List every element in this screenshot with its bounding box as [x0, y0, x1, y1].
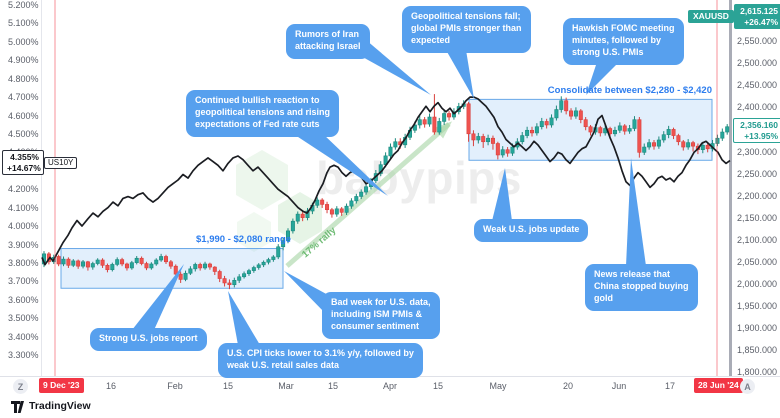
right-axis-tick: 2,200.000 [737, 190, 778, 201]
callout-tail-strong-jobs [132, 264, 184, 330]
candlestick-series [41, 94, 730, 290]
price-scale[interactable]: 2,550.000 2,500.000 2,450.000 2,400.000 2,30… [733, 0, 780, 378]
last-price-badge: 2,615.125 +26.47% [734, 4, 780, 30]
end-date-badge: 28 Jun '24 [694, 378, 743, 393]
left-axis-tick: 4.000% [8, 221, 39, 231]
left-axis-tick: 3.900% [8, 239, 39, 250]
left-axis-tick: 4.800% [8, 73, 39, 84]
callout-tail-hawkish-fomc [586, 62, 619, 95]
right-axis-tick: 1,800.000 [737, 367, 778, 378]
callout-tail-geopolitical-fall [446, 50, 474, 99]
trend-arrow-head [433, 121, 452, 139]
time-axis-tick: 15 [432, 381, 444, 391]
callout-news-china[interactable]: News release that China stopped buying g… [585, 264, 698, 311]
time-axis-tick: Jun [611, 381, 627, 391]
autoscale-button[interactable]: A [740, 379, 755, 394]
us10y-line-series [41, 96, 731, 266]
left-axis-tick: 4.700% [8, 92, 39, 103]
right-axis-tick: 2,450.000 [737, 80, 778, 91]
tradingview-logo[interactable]: TradingView [10, 399, 91, 413]
right-axis-tick: 2,550.000 [737, 36, 778, 47]
left-axis-tick: 5.200% [8, 0, 39, 10]
left-axis-tick: 4.600% [8, 110, 39, 121]
time-axis-tick: Mar [278, 381, 294, 391]
callout-tail-weak-jobs [492, 168, 512, 221]
left-axis-tick: 4.200% [8, 184, 39, 195]
time-axis-tick: Apr [382, 381, 398, 391]
trend-arrow-shaft[interactable] [285, 122, 451, 268]
last-price-change: +26.47% [744, 16, 778, 27]
left-axis-tick: 3.600% [8, 294, 39, 305]
left-axis-tick: 3.700% [8, 276, 39, 287]
left-axis-tick: 3.500% [8, 313, 39, 324]
symbol-tag: XAUUSD [688, 10, 734, 23]
time-axis-tick: 16 [105, 381, 117, 391]
us10y-value-badge: 4.355% +14.67% [2, 150, 44, 176]
left-axis-tick: 3.400% [8, 331, 39, 342]
right-scale-separator[interactable] [729, 0, 732, 395]
us10y-symbol-tag: US10Y [44, 157, 78, 169]
last-price-value: 2,615.125 [740, 6, 778, 16]
us10y-value: 4.355% [10, 152, 39, 162]
us10y-change: +14.67% [7, 162, 41, 173]
current-price-change: +13.95% [744, 130, 778, 141]
callout-cpi-lower[interactable]: U.S. CPI ticks lower to 3.1% y/y, follow… [218, 343, 423, 378]
callout-rumors-iran[interactable]: Rumors of Iran attacking Israel [286, 24, 370, 59]
left-axis-tick: 4.500% [8, 128, 39, 139]
tradingview-logo-text: TradingView [29, 400, 91, 412]
right-axis-tick: 2,400.000 [737, 102, 778, 113]
left-axis-tick: 4.900% [8, 55, 39, 66]
range1-label: $1,990 - $2,080 range [196, 234, 292, 245]
callout-tail-cpi-lower [228, 291, 260, 345]
right-axis-tick: 1,950.000 [737, 300, 778, 311]
range2-label: Consolidate between $2,280 - $2,420 [547, 85, 712, 96]
callout-geopolitical-fall[interactable]: Geopolitical tensions fall; global PMIs … [402, 6, 531, 53]
time-axis-tick: 15 [222, 381, 234, 391]
callout-tail-news-china [626, 158, 646, 266]
time-axis-tick: May [489, 381, 507, 391]
current-price-badge: 2,356.160 +13.95% [733, 118, 780, 144]
callout-hawkish-fomc[interactable]: Hawkish FOMC meeting minutes, followed b… [563, 18, 684, 65]
current-price-value: 2,356.160 [740, 120, 778, 130]
time-axis-tick: 17 [664, 381, 676, 391]
left-scale-separator [41, 0, 42, 377]
callout-tail-continued-bullish [292, 133, 388, 196]
callout-tail-rumors-iran [350, 40, 431, 95]
time-axis-tick: 20 [562, 381, 574, 391]
left-axis-tick: 5.000% [8, 36, 39, 47]
left-axis-tick: 5.100% [8, 18, 39, 29]
right-axis-tick: 2,050.000 [737, 256, 778, 267]
time-axis-tick: 15 [327, 381, 339, 391]
right-axis-tick: 2,150.000 [737, 212, 778, 223]
tradingview-logo-icon [11, 401, 24, 413]
right-axis-tick: 2,000.000 [737, 278, 778, 289]
callout-weak-jobs[interactable]: Weak U.S. jobs update [474, 219, 589, 242]
right-axis-tick: 2,500.000 [737, 58, 778, 69]
time-scale[interactable]: Z 9 Dec '23 28 Jun '24 A 16 Feb 15 Mar 15 Apr… [0, 377, 780, 396]
right-axis-tick: 1,900.000 [737, 323, 778, 333]
time-axis-tick: Feb [167, 381, 183, 391]
right-axis-tick: 1,850.000 [737, 345, 778, 355]
left-axis-tick: 3.800% [8, 257, 39, 268]
right-axis-tick: 2,250.000 [737, 168, 778, 179]
start-date-badge: 9 Dec '23 [39, 378, 84, 393]
callout-bad-week[interactable]: Bad week for U.S. data, including ISM PM… [322, 292, 440, 339]
callout-continued-bullish[interactable]: Continued bullish reaction to geopolitic… [186, 90, 340, 137]
left-axis-tick: 3.300% [8, 350, 39, 360]
right-axis-tick: 2,300.000 [737, 146, 778, 157]
callout-strong-jobs[interactable]: Strong U.S. jobs report [90, 328, 207, 351]
left-axis-tick: 4.100% [8, 202, 39, 213]
callout-tail-bad-week [284, 271, 330, 314]
right-axis-tick: 2,100.000 [737, 234, 778, 245]
timezone-button[interactable]: Z [13, 379, 28, 394]
